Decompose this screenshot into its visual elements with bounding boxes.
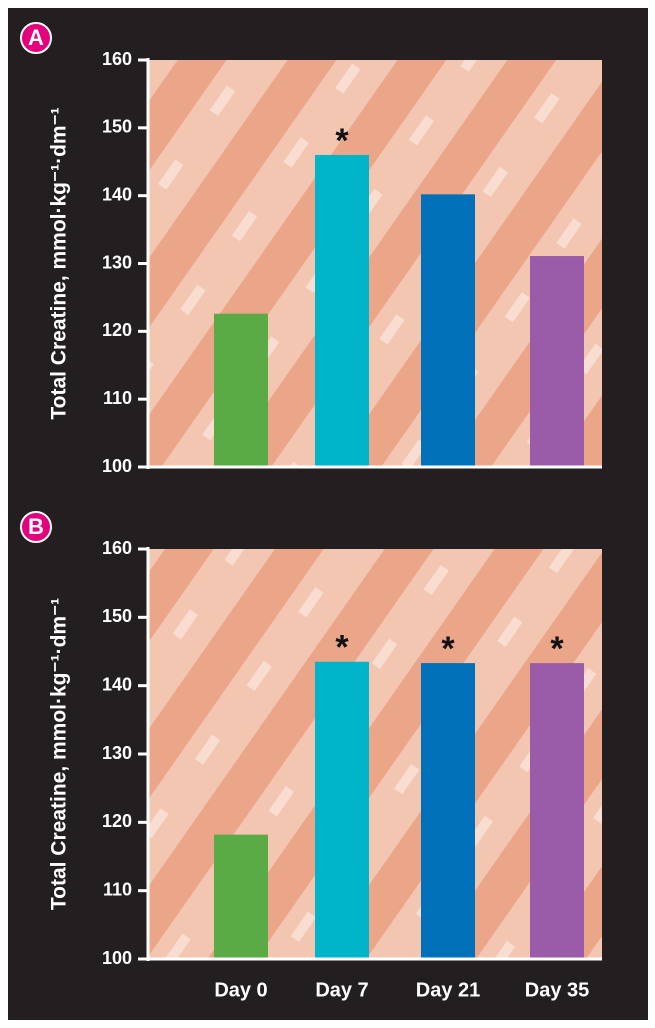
panel-badge	[20, 22, 52, 54]
bar	[421, 663, 475, 959]
x-tick-label: Day 0	[214, 979, 267, 1001]
bar	[530, 663, 584, 959]
y-tick-label: 130	[102, 252, 132, 272]
bar	[214, 313, 268, 467]
y-tick-label: 160	[102, 49, 132, 69]
y-tick-label: 120	[102, 320, 132, 340]
y-tick-label: 150	[102, 606, 132, 626]
significance-marker: *	[335, 122, 349, 160]
panel-badge	[20, 511, 52, 543]
y-tick-label: 110	[103, 388, 132, 408]
bar	[421, 194, 475, 467]
x-tick-label: Day 21	[416, 979, 481, 1001]
y-tick-label: 160	[102, 538, 132, 558]
y-tick-label: 140	[102, 674, 132, 694]
y-axis-title: Total Creatine, mmol·kg⁻¹·dm⁻¹	[48, 598, 71, 910]
bar	[315, 154, 369, 467]
y-tick-label: 110	[103, 879, 132, 899]
x-tick-label: Day 7	[315, 979, 368, 1001]
y-axis-title: Total Creatine, mmol·kg⁻¹·dm⁻¹	[48, 107, 71, 419]
bar	[315, 661, 369, 959]
bar	[530, 256, 584, 467]
panel-label: A	[28, 25, 44, 50]
y-tick-label: 130	[102, 743, 132, 763]
significance-marker: *	[441, 630, 455, 668]
y-tick-label: 150	[102, 117, 132, 137]
y-tick-label: 100	[102, 948, 132, 968]
bar	[214, 834, 268, 959]
y-tick-label: 140	[102, 184, 132, 204]
y-tick-label: 120	[102, 811, 132, 831]
significance-marker: *	[550, 630, 564, 668]
y-tick-label: 100	[102, 456, 132, 476]
x-tick-label: Day 35	[525, 979, 590, 1001]
panel-label: B	[28, 514, 44, 539]
significance-marker: *	[335, 629, 349, 667]
